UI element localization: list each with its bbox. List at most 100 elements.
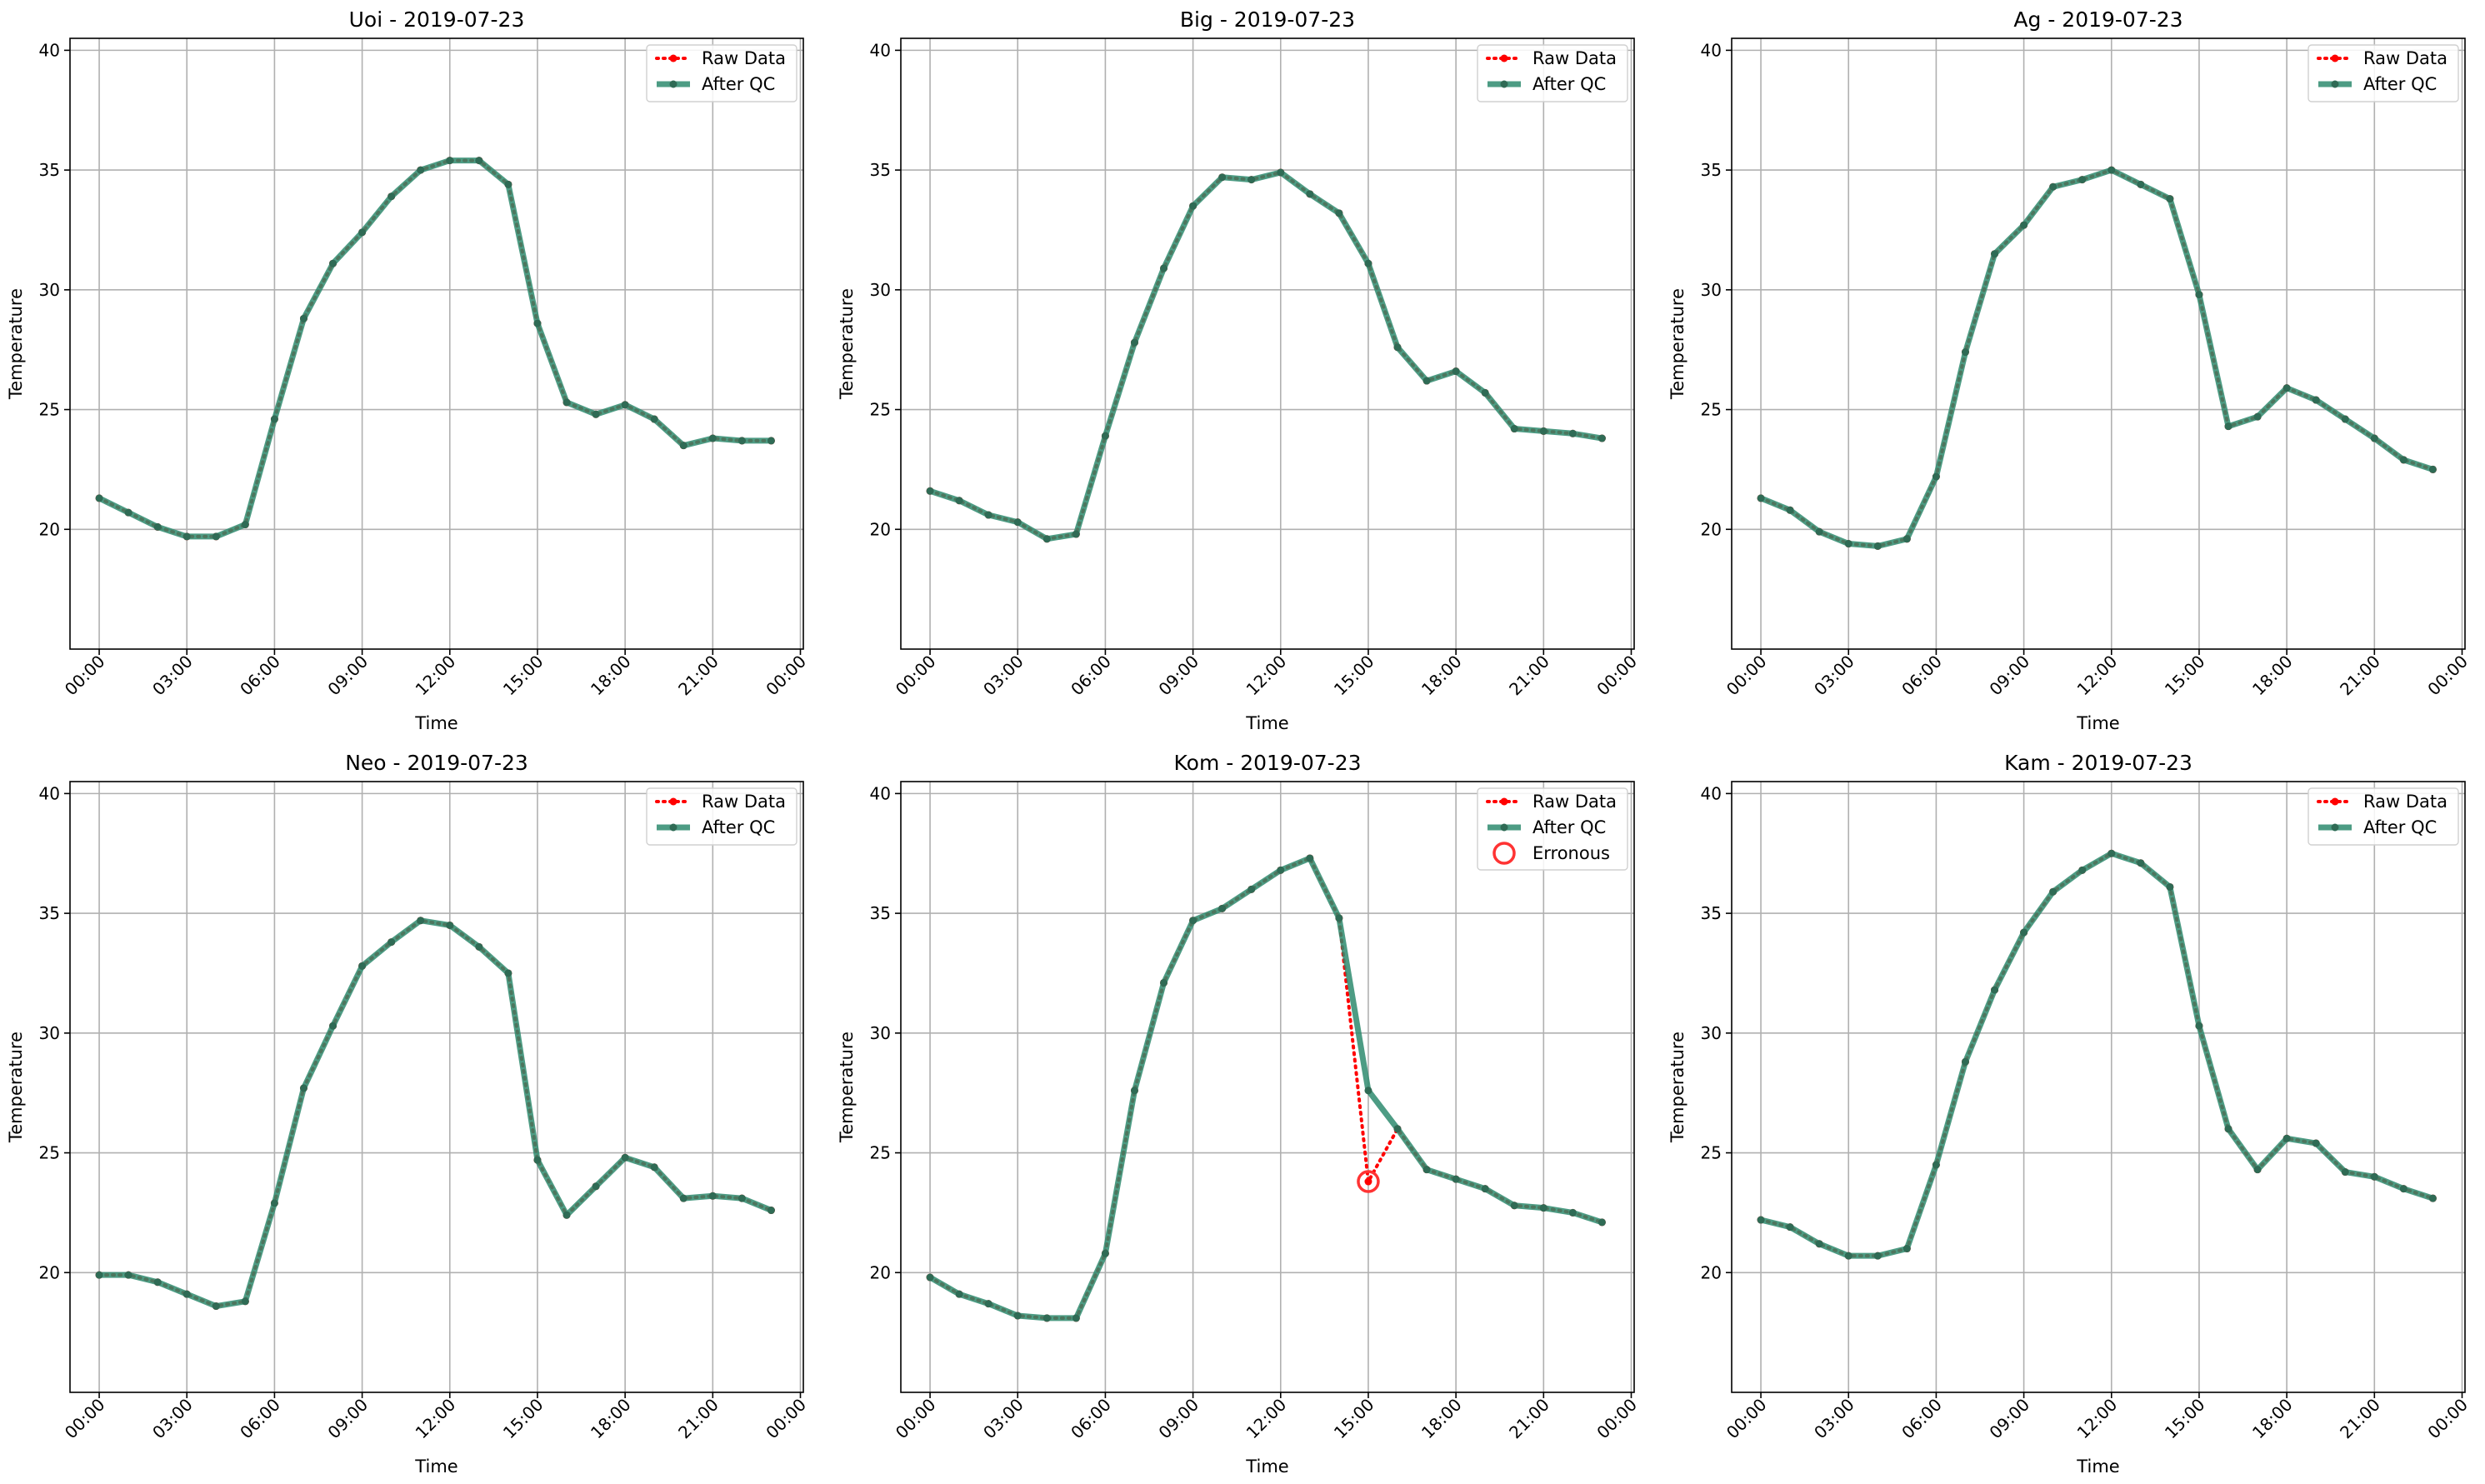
- grid: [1732, 38, 2465, 649]
- x-tick-label: 06:00: [236, 1395, 284, 1443]
- after-qc-point: [1277, 866, 1285, 874]
- after-qc-point: [1844, 1252, 1852, 1260]
- y-axis-label: Temperature: [6, 288, 26, 400]
- legend-raw-marker: [2331, 797, 2339, 806]
- x-tick-label: 03:00: [148, 652, 197, 700]
- subplot-ag: Ag - 2019-07-23 20 25 30 35 40 00:00 03:00 06:00…: [1668, 7, 2472, 733]
- y-tick-label: 25: [39, 400, 60, 420]
- x-tick-label: 06:00: [1067, 652, 1115, 700]
- x-tick-label: 06:00: [1067, 1395, 1115, 1443]
- after-qc-point: [2195, 291, 2203, 299]
- after-qc-point: [1539, 1204, 1548, 1212]
- after-qc-point: [182, 532, 191, 541]
- after-qc-line: [99, 917, 772, 1310]
- after-qc-point: [767, 437, 775, 445]
- plot-frame: [1731, 37, 2466, 650]
- y-tick-label: 40: [870, 40, 891, 60]
- y-tick-label: 30: [1701, 280, 1722, 300]
- after-qc-point: [329, 259, 338, 267]
- legend: Raw Data After QC: [646, 44, 798, 102]
- after-qc-point: [2370, 434, 2378, 442]
- x-tick-label: 00:00: [2423, 1395, 2472, 1443]
- after-qc-line: [1760, 850, 2434, 1259]
- after-qc-point: [1013, 1312, 1022, 1320]
- legend: Raw Data After QC Erronous: [1477, 787, 1628, 871]
- x-axis-label: Time: [1245, 1457, 1288, 1477]
- y-tick-label: 25: [1701, 1143, 1722, 1163]
- x-axis-label: Time: [2076, 713, 2119, 733]
- after-qc-point: [708, 434, 717, 442]
- raw-data-point: [1364, 1177, 1372, 1186]
- after-qc-point: [562, 398, 571, 407]
- x-tick-label: 03:00: [979, 652, 1028, 700]
- x-tick-label: 09:00: [1154, 652, 1202, 700]
- after-qc-point: [2253, 412, 2262, 421]
- plot-frame: [900, 37, 1635, 650]
- after-qc-point: [2137, 859, 2145, 867]
- after-qc-point: [1932, 1161, 1940, 1169]
- after-qc-point: [1873, 1252, 1882, 1260]
- after-qc-line: [928, 855, 1603, 1322]
- after-qc-point: [1757, 1216, 1765, 1224]
- y-axis-label: Temperature: [837, 1032, 857, 1143]
- legend-erroneous-label: Erronous: [1532, 843, 1610, 863]
- x-tick-label: 15:00: [499, 1395, 548, 1443]
- subplot-neo: Neo - 2019-07-23 20 25 30 35 40 00:00 03:00 06:0…: [6, 751, 810, 1477]
- after-qc-point: [388, 192, 396, 201]
- after-qc-line: [928, 169, 1603, 542]
- x-tick-label: 15:00: [2161, 1395, 2209, 1443]
- x-tick-label: 06:00: [1898, 1395, 1946, 1443]
- after-qc-point: [2399, 456, 2408, 464]
- legend-raw-marker: [669, 54, 678, 62]
- y-tick-label: 20: [1701, 519, 1722, 539]
- y-tick-label: 40: [39, 783, 60, 803]
- after-qc-point: [650, 415, 658, 423]
- y-tick-label: 20: [1701, 1262, 1722, 1282]
- x-tick-label: 00:00: [1592, 652, 1641, 700]
- after-qc-point: [621, 1153, 629, 1162]
- after-qc-point: [1160, 264, 1168, 272]
- after-qc-point: [417, 917, 425, 925]
- x-tick-label: 21:00: [674, 1395, 722, 1443]
- after-qc-point: [1932, 472, 1940, 481]
- y-axis-label: Temperature: [6, 1032, 26, 1143]
- y-tick-label: 25: [870, 400, 891, 420]
- x-tick-label: 09:00: [1985, 652, 2033, 700]
- after-qc-point: [1248, 885, 1256, 893]
- legend-qc-label: After QC: [702, 74, 775, 94]
- legend: Raw Data After QC: [1477, 44, 1628, 102]
- x-axis-label: Time: [414, 713, 458, 733]
- legend-raw-label: Raw Data: [702, 792, 786, 812]
- x-tick-label: 18:00: [2248, 652, 2297, 700]
- after-qc-point: [1598, 1218, 1606, 1227]
- after-qc-point: [2108, 166, 2116, 174]
- legend-qc-marker: [669, 823, 678, 832]
- after-qc-point: [1961, 348, 1969, 357]
- x-tick-label: 12:00: [1242, 1395, 1291, 1443]
- legend-qc-label: After QC: [702, 817, 775, 837]
- x-axis-label: Time: [1245, 713, 1288, 733]
- after-qc-point: [182, 1290, 191, 1298]
- after-qc-point: [738, 437, 746, 445]
- legend-erroneous-marker: [1492, 842, 1516, 865]
- x-tick-label: 15:00: [2161, 652, 2209, 700]
- x-tick-label: 18:00: [1418, 1395, 1466, 1443]
- plot-frame: [900, 781, 1635, 1393]
- x-tick-label: 18:00: [587, 652, 635, 700]
- after-qc-point: [562, 1211, 571, 1219]
- x-tick-label: 06:00: [1898, 652, 1946, 700]
- y-tick-label: 30: [870, 280, 891, 300]
- after-qc-point: [2049, 887, 2058, 896]
- after-qc-point: [2341, 1168, 2349, 1177]
- after-qc-point: [621, 401, 629, 409]
- x-tick-label: 00:00: [61, 652, 109, 700]
- after-qc-point: [1335, 209, 1343, 217]
- after-qc-point: [1218, 173, 1227, 182]
- after-qc-point: [2020, 928, 2028, 937]
- after-qc-point: [984, 511, 992, 519]
- after-qc-point: [926, 487, 934, 495]
- x-tick-label: 21:00: [1505, 652, 1553, 700]
- x-tick-label: 03:00: [1810, 652, 1858, 700]
- chart-title: Ag - 2019-07-23: [2013, 7, 2182, 32]
